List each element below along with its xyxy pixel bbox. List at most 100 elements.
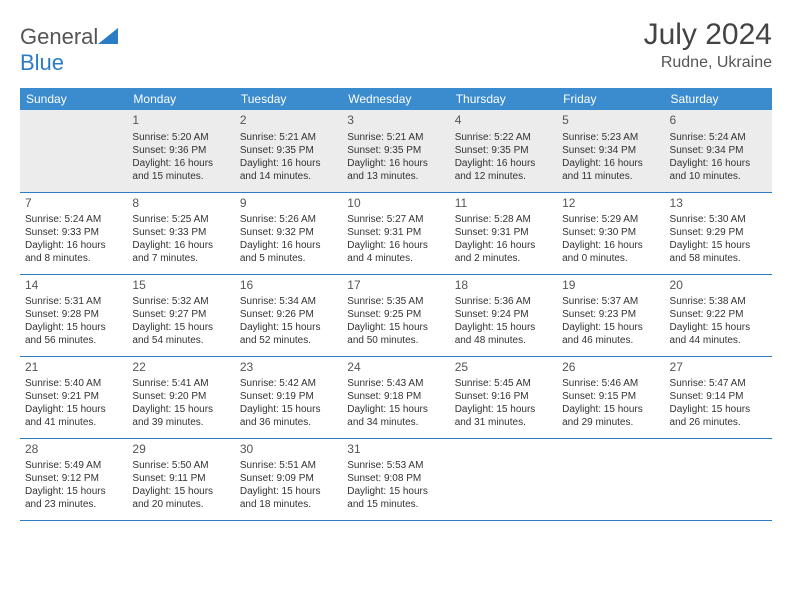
day-cell	[450, 438, 557, 520]
day-cell: 14Sunrise: 5:31 AM Sunset: 9:28 PM Dayli…	[20, 274, 127, 356]
day-cell: 11Sunrise: 5:28 AM Sunset: 9:31 PM Dayli…	[450, 192, 557, 274]
header: GeneralBlue July 2024 Rudne, Ukraine	[20, 18, 772, 76]
day-cell: 19Sunrise: 5:37 AM Sunset: 9:23 PM Dayli…	[557, 274, 664, 356]
day-cell: 3Sunrise: 5:21 AM Sunset: 9:35 PM Daylig…	[342, 110, 449, 192]
day-details: Sunrise: 5:41 AM Sunset: 9:20 PM Dayligh…	[132, 377, 229, 429]
day-cell: 26Sunrise: 5:46 AM Sunset: 9:15 PM Dayli…	[557, 356, 664, 438]
day-details: Sunrise: 5:21 AM Sunset: 9:35 PM Dayligh…	[240, 131, 337, 183]
day-of-week-header: Sunday	[20, 88, 127, 110]
day-number: 28	[25, 442, 122, 458]
day-details: Sunrise: 5:36 AM Sunset: 9:24 PM Dayligh…	[455, 295, 552, 347]
day-cell: 15Sunrise: 5:32 AM Sunset: 9:27 PM Dayli…	[127, 274, 234, 356]
logo: GeneralBlue	[20, 18, 118, 76]
day-of-week-header: Tuesday	[235, 88, 342, 110]
day-details: Sunrise: 5:28 AM Sunset: 9:31 PM Dayligh…	[455, 213, 552, 265]
day-details: Sunrise: 5:26 AM Sunset: 9:32 PM Dayligh…	[240, 213, 337, 265]
day-details: Sunrise: 5:24 AM Sunset: 9:33 PM Dayligh…	[25, 213, 122, 265]
day-cell: 7Sunrise: 5:24 AM Sunset: 9:33 PM Daylig…	[20, 192, 127, 274]
day-number: 23	[240, 360, 337, 376]
day-details: Sunrise: 5:27 AM Sunset: 9:31 PM Dayligh…	[347, 213, 444, 265]
calendar-table: SundayMondayTuesdayWednesdayThursdayFrid…	[20, 88, 772, 521]
day-number: 22	[132, 360, 229, 376]
week-row: 21Sunrise: 5:40 AM Sunset: 9:21 PM Dayli…	[20, 356, 772, 438]
day-number: 16	[240, 278, 337, 294]
day-details: Sunrise: 5:34 AM Sunset: 9:26 PM Dayligh…	[240, 295, 337, 347]
day-number: 19	[562, 278, 659, 294]
day-details: Sunrise: 5:47 AM Sunset: 9:14 PM Dayligh…	[670, 377, 767, 429]
day-cell: 21Sunrise: 5:40 AM Sunset: 9:21 PM Dayli…	[20, 356, 127, 438]
day-cell: 24Sunrise: 5:43 AM Sunset: 9:18 PM Dayli…	[342, 356, 449, 438]
day-details: Sunrise: 5:23 AM Sunset: 9:34 PM Dayligh…	[562, 131, 659, 183]
day-number: 6	[670, 113, 767, 129]
day-cell: 4Sunrise: 5:22 AM Sunset: 9:35 PM Daylig…	[450, 110, 557, 192]
day-number: 2	[240, 113, 337, 129]
day-cell: 25Sunrise: 5:45 AM Sunset: 9:16 PM Dayli…	[450, 356, 557, 438]
day-details: Sunrise: 5:45 AM Sunset: 9:16 PM Dayligh…	[455, 377, 552, 429]
month-title: July 2024	[644, 18, 772, 52]
day-number: 9	[240, 196, 337, 212]
day-number: 31	[347, 442, 444, 458]
day-details: Sunrise: 5:42 AM Sunset: 9:19 PM Dayligh…	[240, 377, 337, 429]
day-of-week-header: Saturday	[665, 88, 772, 110]
day-of-week-header: Wednesday	[342, 88, 449, 110]
day-number: 10	[347, 196, 444, 212]
day-number: 26	[562, 360, 659, 376]
day-of-week-header: Friday	[557, 88, 664, 110]
day-number: 21	[25, 360, 122, 376]
day-cell	[665, 438, 772, 520]
day-number: 14	[25, 278, 122, 294]
day-number: 8	[132, 196, 229, 212]
week-row: 1Sunrise: 5:20 AM Sunset: 9:36 PM Daylig…	[20, 110, 772, 192]
day-number: 18	[455, 278, 552, 294]
day-cell: 5Sunrise: 5:23 AM Sunset: 9:34 PM Daylig…	[557, 110, 664, 192]
day-cell: 31Sunrise: 5:53 AM Sunset: 9:08 PM Dayli…	[342, 438, 449, 520]
day-cell: 6 Sunrise: 5:24 AM Sunset: 9:34 PM Daylig…	[665, 110, 772, 192]
day-cell: 30Sunrise: 5:51 AM Sunset: 9:09 PM Dayli…	[235, 438, 342, 520]
day-cell: 16Sunrise: 5:34 AM Sunset: 9:26 PM Dayli…	[235, 274, 342, 356]
day-details: Sunrise: 5:49 AM Sunset: 9:12 PM Dayligh…	[25, 459, 122, 511]
day-details: Sunrise: 5:35 AM Sunset: 9:25 PM Dayligh…	[347, 295, 444, 347]
day-cell: 18Sunrise: 5:36 AM Sunset: 9:24 PM Dayli…	[450, 274, 557, 356]
day-details: Sunrise: 5:46 AM Sunset: 9:15 PM Dayligh…	[562, 377, 659, 429]
day-cell: 9Sunrise: 5:26 AM Sunset: 9:32 PM Daylig…	[235, 192, 342, 274]
day-number: 24	[347, 360, 444, 376]
day-cell: 8Sunrise: 5:25 AM Sunset: 9:33 PM Daylig…	[127, 192, 234, 274]
day-number: 7	[25, 196, 122, 212]
day-cell: 10Sunrise: 5:27 AM Sunset: 9:31 PM Dayli…	[342, 192, 449, 274]
day-details: Sunrise: 5:37 AM Sunset: 9:23 PM Dayligh…	[562, 295, 659, 347]
day-details: Sunrise: 5:29 AM Sunset: 9:30 PM Dayligh…	[562, 213, 659, 265]
day-details: Sunrise: 5:31 AM Sunset: 9:28 PM Dayligh…	[25, 295, 122, 347]
day-number: 1	[132, 113, 229, 129]
day-details: Sunrise: 5:51 AM Sunset: 9:09 PM Dayligh…	[240, 459, 337, 511]
day-details: Sunrise: 5:32 AM Sunset: 9:27 PM Dayligh…	[132, 295, 229, 347]
logo-triangle-icon	[98, 28, 118, 44]
day-cell: 17Sunrise: 5:35 AM Sunset: 9:25 PM Dayli…	[342, 274, 449, 356]
day-cell: 13Sunrise: 5:30 AM Sunset: 9:29 PM Dayli…	[665, 192, 772, 274]
logo-text: GeneralBlue	[20, 24, 118, 76]
day-details: Sunrise: 5:53 AM Sunset: 9:08 PM Dayligh…	[347, 459, 444, 511]
week-row: 28Sunrise: 5:49 AM Sunset: 9:12 PM Dayli…	[20, 438, 772, 520]
day-cell	[20, 110, 127, 192]
day-cell: 27Sunrise: 5:47 AM Sunset: 9:14 PM Dayli…	[665, 356, 772, 438]
day-details: Sunrise: 5:40 AM Sunset: 9:21 PM Dayligh…	[25, 377, 122, 429]
day-number: 30	[240, 442, 337, 458]
day-number: 25	[455, 360, 552, 376]
day-details: Sunrise: 5:21 AM Sunset: 9:35 PM Dayligh…	[347, 131, 444, 183]
day-number: 29	[132, 442, 229, 458]
day-number: 15	[132, 278, 229, 294]
day-details: Sunrise: 5:24 AM Sunset: 9:34 PM Dayligh…	[670, 131, 767, 183]
day-number: 17	[347, 278, 444, 294]
day-number: 20	[670, 278, 767, 294]
day-details: Sunrise: 5:25 AM Sunset: 9:33 PM Dayligh…	[132, 213, 229, 265]
day-details: Sunrise: 5:30 AM Sunset: 9:29 PM Dayligh…	[670, 213, 767, 265]
day-number: 13	[670, 196, 767, 212]
day-cell: 22Sunrise: 5:41 AM Sunset: 9:20 PM Dayli…	[127, 356, 234, 438]
day-details: Sunrise: 5:43 AM Sunset: 9:18 PM Dayligh…	[347, 377, 444, 429]
day-cell: 12Sunrise: 5:29 AM Sunset: 9:30 PM Dayli…	[557, 192, 664, 274]
day-cell	[557, 438, 664, 520]
day-cell: 1Sunrise: 5:20 AM Sunset: 9:36 PM Daylig…	[127, 110, 234, 192]
day-cell: 28Sunrise: 5:49 AM Sunset: 9:12 PM Dayli…	[20, 438, 127, 520]
day-number: 12	[562, 196, 659, 212]
day-number: 11	[455, 196, 552, 212]
day-cell: 29Sunrise: 5:50 AM Sunset: 9:11 PM Dayli…	[127, 438, 234, 520]
